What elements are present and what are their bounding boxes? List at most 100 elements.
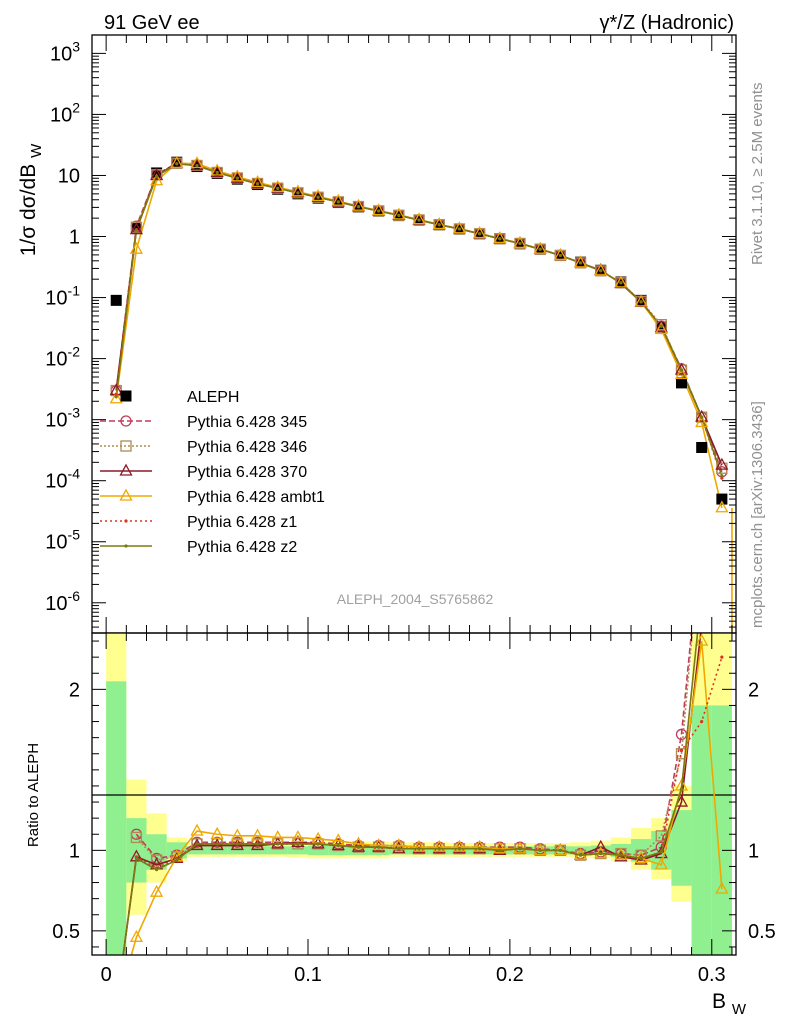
main-point-ambt1 (291, 184, 305, 197)
main-point-z2 (397, 213, 401, 217)
ratio-point-ambt1 (493, 841, 507, 854)
ratio-band-inner (227, 846, 248, 855)
legend: ALEPH Pythia 6.428 345 Pythia 6.428 346 Pyt… (100, 389, 325, 556)
ratio-band-inner (590, 845, 611, 856)
main-point-ambt1 (674, 367, 689, 380)
aleph-data-point (151, 167, 163, 179)
main-point-z2 (377, 209, 381, 213)
ratio-point-z2 (155, 868, 159, 872)
legend-item-z1: Pythia 6.428 z1 (100, 514, 297, 531)
main-point-ambt1 (614, 275, 628, 288)
rivet-label: Rivet 3.1.10, ≥ 2.5M events (749, 83, 766, 266)
main-point-z2 (175, 162, 179, 166)
ratio-point-z2 (215, 842, 219, 846)
main-point-p370 (230, 170, 244, 183)
header-right: γ*/Z (Hadronic) (600, 12, 734, 34)
ratio-point-ambt1 (210, 826, 224, 839)
ratio-point-ambt1 (412, 839, 426, 852)
header-left: 91 GeV ee (104, 12, 200, 34)
ratio-band-inner (106, 681, 127, 955)
main-point-z2 (215, 170, 219, 175)
main-point-p370 (715, 457, 729, 470)
main-point-ambt1 (210, 163, 224, 176)
main-point-z2 (417, 218, 421, 222)
main-y-tick-label: 102 (50, 99, 80, 126)
ratio-point-p370 (674, 794, 689, 807)
ratio-point-z2 (377, 845, 381, 849)
main-point-ambt1 (150, 173, 164, 186)
main-point-ambt1 (573, 255, 588, 268)
main-point-ambt1 (392, 207, 406, 220)
main-points (109, 155, 729, 513)
main-point-z2 (255, 182, 260, 186)
main-point-ambt1 (634, 294, 648, 307)
ratio-band-inner (691, 705, 712, 955)
aleph-data-point (716, 493, 728, 505)
ratio-point-z2 (478, 847, 482, 851)
x-tick-label: 0.3 (698, 964, 726, 986)
main-point-ambt1 (109, 391, 123, 404)
ratio-band-inner (469, 846, 490, 855)
ratio-point-z2 (336, 843, 340, 848)
ratio-series (122, 633, 729, 955)
ratio-point-ambt1 (452, 839, 467, 852)
ratio-point-z2 (175, 858, 179, 862)
main-point-ambt1 (695, 415, 709, 428)
main-y-tick-label: 10-6 (45, 588, 80, 615)
main-point-z2 (195, 164, 199, 168)
ratio-point-ambt1 (715, 881, 729, 894)
legend-marker-aleph (120, 390, 132, 402)
ratio-band-inner (267, 846, 288, 855)
ratio-band-inner (408, 846, 430, 855)
ratio-point-ambt1 (432, 839, 446, 852)
ratio-point-ambt1 (129, 929, 144, 942)
x-tick-label: 0.2 (496, 964, 524, 986)
main-y-label: 1/σ dσ/dB W (17, 143, 45, 256)
ratio-point-ambt1 (654, 857, 668, 870)
main-point-z2 (296, 191, 300, 195)
ratio-y-tick-label-right: 0.5 (748, 921, 776, 943)
main-point-ambt1 (129, 241, 144, 254)
mcplots-label: mcplots.cern.ch [arXiv:1306.3436] (749, 401, 766, 628)
main-point-ambt1 (493, 231, 507, 244)
legend-label: ALEPH (187, 389, 239, 406)
ratio-point-z2 (599, 851, 603, 856)
ratio-band-inner (308, 845, 329, 856)
main-point-ambt1 (250, 175, 265, 188)
legend-marker (119, 463, 133, 476)
main-y-tick-label: 10-2 (45, 344, 80, 371)
main-point-p370 (674, 362, 689, 375)
main-point-ambt1 (715, 500, 729, 513)
legend-label: Pythia 6.428 z2 (187, 539, 297, 556)
ratio-point-ambt1 (250, 828, 265, 841)
ratio-point-ambt1 (372, 838, 386, 851)
legend-label: Pythia 6.428 346 (187, 439, 307, 456)
ratio-point-z1 (679, 748, 684, 753)
ratio-point-z2 (134, 856, 139, 861)
main-point-z2 (659, 324, 663, 328)
legend-label: Pythia 6.428 ambt1 (187, 489, 325, 506)
main-point-p370 (250, 176, 265, 189)
legend-item-p370: Pythia 6.428 370 (100, 463, 307, 481)
ratio-point-z2 (296, 842, 300, 846)
main-point-z2 (155, 174, 159, 178)
main-point-p370 (695, 409, 709, 422)
main-point-ambt1 (594, 263, 608, 276)
main-point-z2 (578, 261, 583, 265)
ratio-y-axis: 0.5 0.5 1 1 2 2 (52, 640, 776, 948)
main-point-ambt1 (473, 226, 487, 239)
main-y-tick-label: 10-5 (45, 527, 80, 554)
ratio-point-z2 (356, 845, 361, 849)
main-point-z2 (316, 195, 320, 199)
legend-marker (120, 440, 132, 452)
ratio-point-z2 (578, 853, 583, 857)
main-point-ambt1 (372, 203, 386, 216)
main-y-tick-label: 103 (50, 38, 80, 65)
ratio-point-z1 (720, 655, 724, 659)
ratio-point-z2 (417, 847, 421, 851)
legend-marker (120, 415, 132, 427)
ratio-point-p346 (130, 831, 143, 844)
main-point-ambt1 (351, 198, 366, 211)
legend-label: Pythia 6.428 345 (187, 414, 307, 431)
ratio-band-inner (711, 705, 732, 955)
